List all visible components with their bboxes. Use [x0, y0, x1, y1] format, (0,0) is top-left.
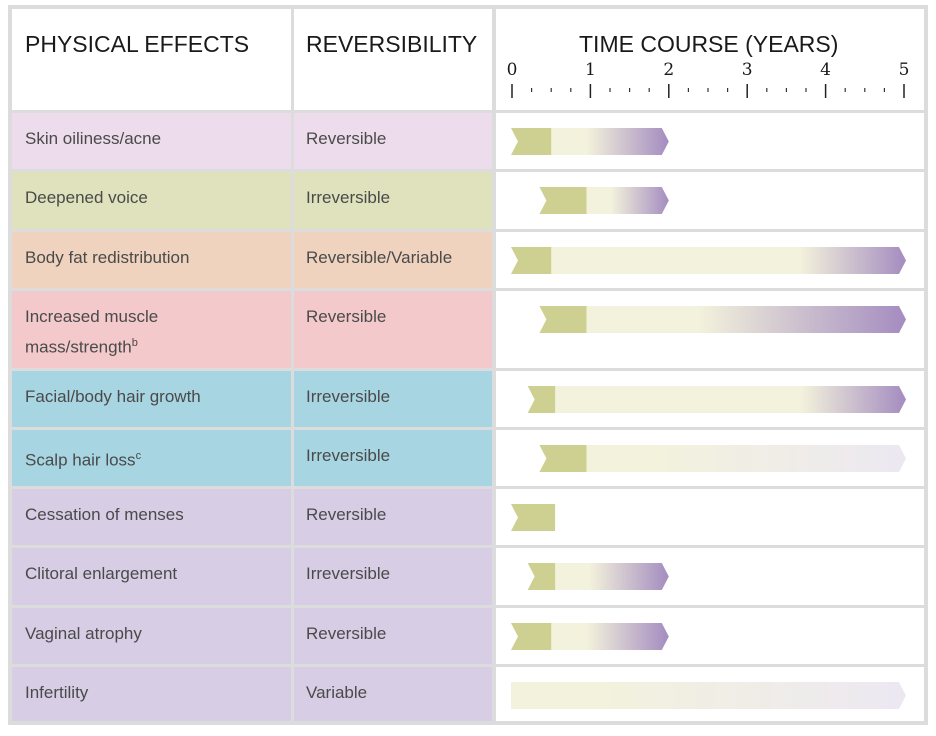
reversibility-label: Irreversible	[306, 387, 391, 406]
effect-duration-bar	[554, 563, 669, 590]
onset-segment	[539, 306, 587, 333]
onset-segment	[511, 623, 552, 650]
effect-cell: Cessation of menses	[12, 489, 291, 545]
reversibility-label: Reversible	[306, 307, 387, 326]
header-timecourse: TIME COURSE (YEARS)	[579, 31, 839, 57]
reversibility-label: Reversible	[306, 505, 387, 524]
reversibility-label: Irreversible	[306, 564, 391, 583]
header-reversibility: REVERSIBILITY	[306, 31, 478, 57]
onset-segment	[539, 445, 587, 472]
effect-label: Infertility	[25, 683, 89, 702]
footnote-marker: c	[135, 450, 142, 462]
effect-duration-bar	[550, 623, 669, 650]
effect-duration-bar	[585, 187, 669, 214]
x-axis: 0 1 2 3 4 5	[507, 60, 910, 98]
onset-segment	[511, 128, 552, 155]
reversibility-cell: Reversible	[294, 291, 492, 368]
effect-duration-bar	[550, 128, 669, 155]
reversibility-cell: Variable	[294, 667, 492, 721]
onset-segment	[539, 187, 587, 214]
reversibility-cell: Reversible	[294, 608, 492, 664]
x-tick-label: 0	[507, 60, 518, 80]
header-effects: PHYSICAL EFFECTS	[25, 31, 250, 57]
effect-duration-bar	[585, 306, 906, 333]
timecourse-cell	[496, 489, 924, 545]
reversibility-label: Reversible	[306, 129, 387, 148]
effect-cell: Increased muscle mass/strengthb	[12, 291, 291, 368]
reversibility-label: Reversible	[306, 624, 387, 643]
reversibility-cell: Irreversible	[294, 371, 492, 427]
effect-label: Skin oiliness/acne	[25, 129, 162, 148]
effect-cell: Deepened voice	[12, 172, 291, 229]
reversibility-label: Irreversible	[306, 188, 391, 207]
onset-segment	[511, 247, 552, 274]
bars	[511, 128, 906, 709]
effect-duration-bar	[554, 386, 906, 413]
header-effects-cell: PHYSICAL EFFECTS	[12, 9, 291, 110]
effect-cell: Body fat redistribution	[12, 232, 291, 288]
onset-segment	[511, 504, 556, 531]
effect-duration-bar	[550, 247, 906, 274]
effect-duration-bar	[585, 445, 906, 472]
x-tick-label: 1	[585, 60, 596, 80]
reversibility-label: Irreversible	[306, 446, 391, 465]
effect-label: Vaginal atrophy	[25, 624, 142, 643]
reversibility-cell: Reversible/Variable	[294, 232, 492, 288]
effect-duration-bar	[511, 682, 906, 709]
effect-cell: Clitoral enlargement	[12, 548, 291, 605]
onset-segment	[527, 386, 556, 413]
effect-cell: Facial/body hair growth	[12, 371, 291, 427]
x-tick-label: 3	[742, 60, 753, 80]
effect-cell: Infertility	[12, 667, 291, 721]
reversibility-cell: Irreversible	[294, 172, 492, 229]
effect-label: Cessation of menses	[25, 505, 184, 524]
effect-label: Increased muscle mass/strengthb	[25, 307, 159, 357]
effect-label: Deepened voice	[25, 188, 148, 207]
reversibility-cell: Reversible	[294, 113, 492, 169]
reversibility-cell: Reversible	[294, 489, 492, 545]
effect-label: Clitoral enlargement	[25, 564, 178, 583]
header-reversibility-cell: REVERSIBILITY	[294, 9, 492, 110]
header-timecourse-cell: TIME COURSE (YEARS)	[496, 9, 924, 110]
effect-cell: Vaginal atrophy	[12, 608, 291, 664]
reversibility-cell: Irreversible	[294, 430, 492, 486]
reversibility-cell: Irreversible	[294, 548, 492, 605]
x-tick-label: 5	[899, 60, 910, 80]
reversibility-label: Reversible/Variable	[306, 248, 453, 267]
footnote-marker: b	[131, 337, 138, 349]
effect-label: Facial/body hair growth	[25, 387, 201, 406]
onset-segment	[527, 563, 556, 590]
effect-cell: Skin oiliness/acne	[12, 113, 291, 169]
reversibility-label: Variable	[306, 683, 368, 702]
x-tick-label: 4	[820, 60, 831, 80]
x-tick-label: 2	[663, 60, 674, 80]
effect-label: Body fat redistribution	[25, 248, 190, 267]
effect-label: Scalp hair lossc	[25, 450, 142, 470]
effect-cell: Scalp hair lossc	[12, 430, 291, 486]
